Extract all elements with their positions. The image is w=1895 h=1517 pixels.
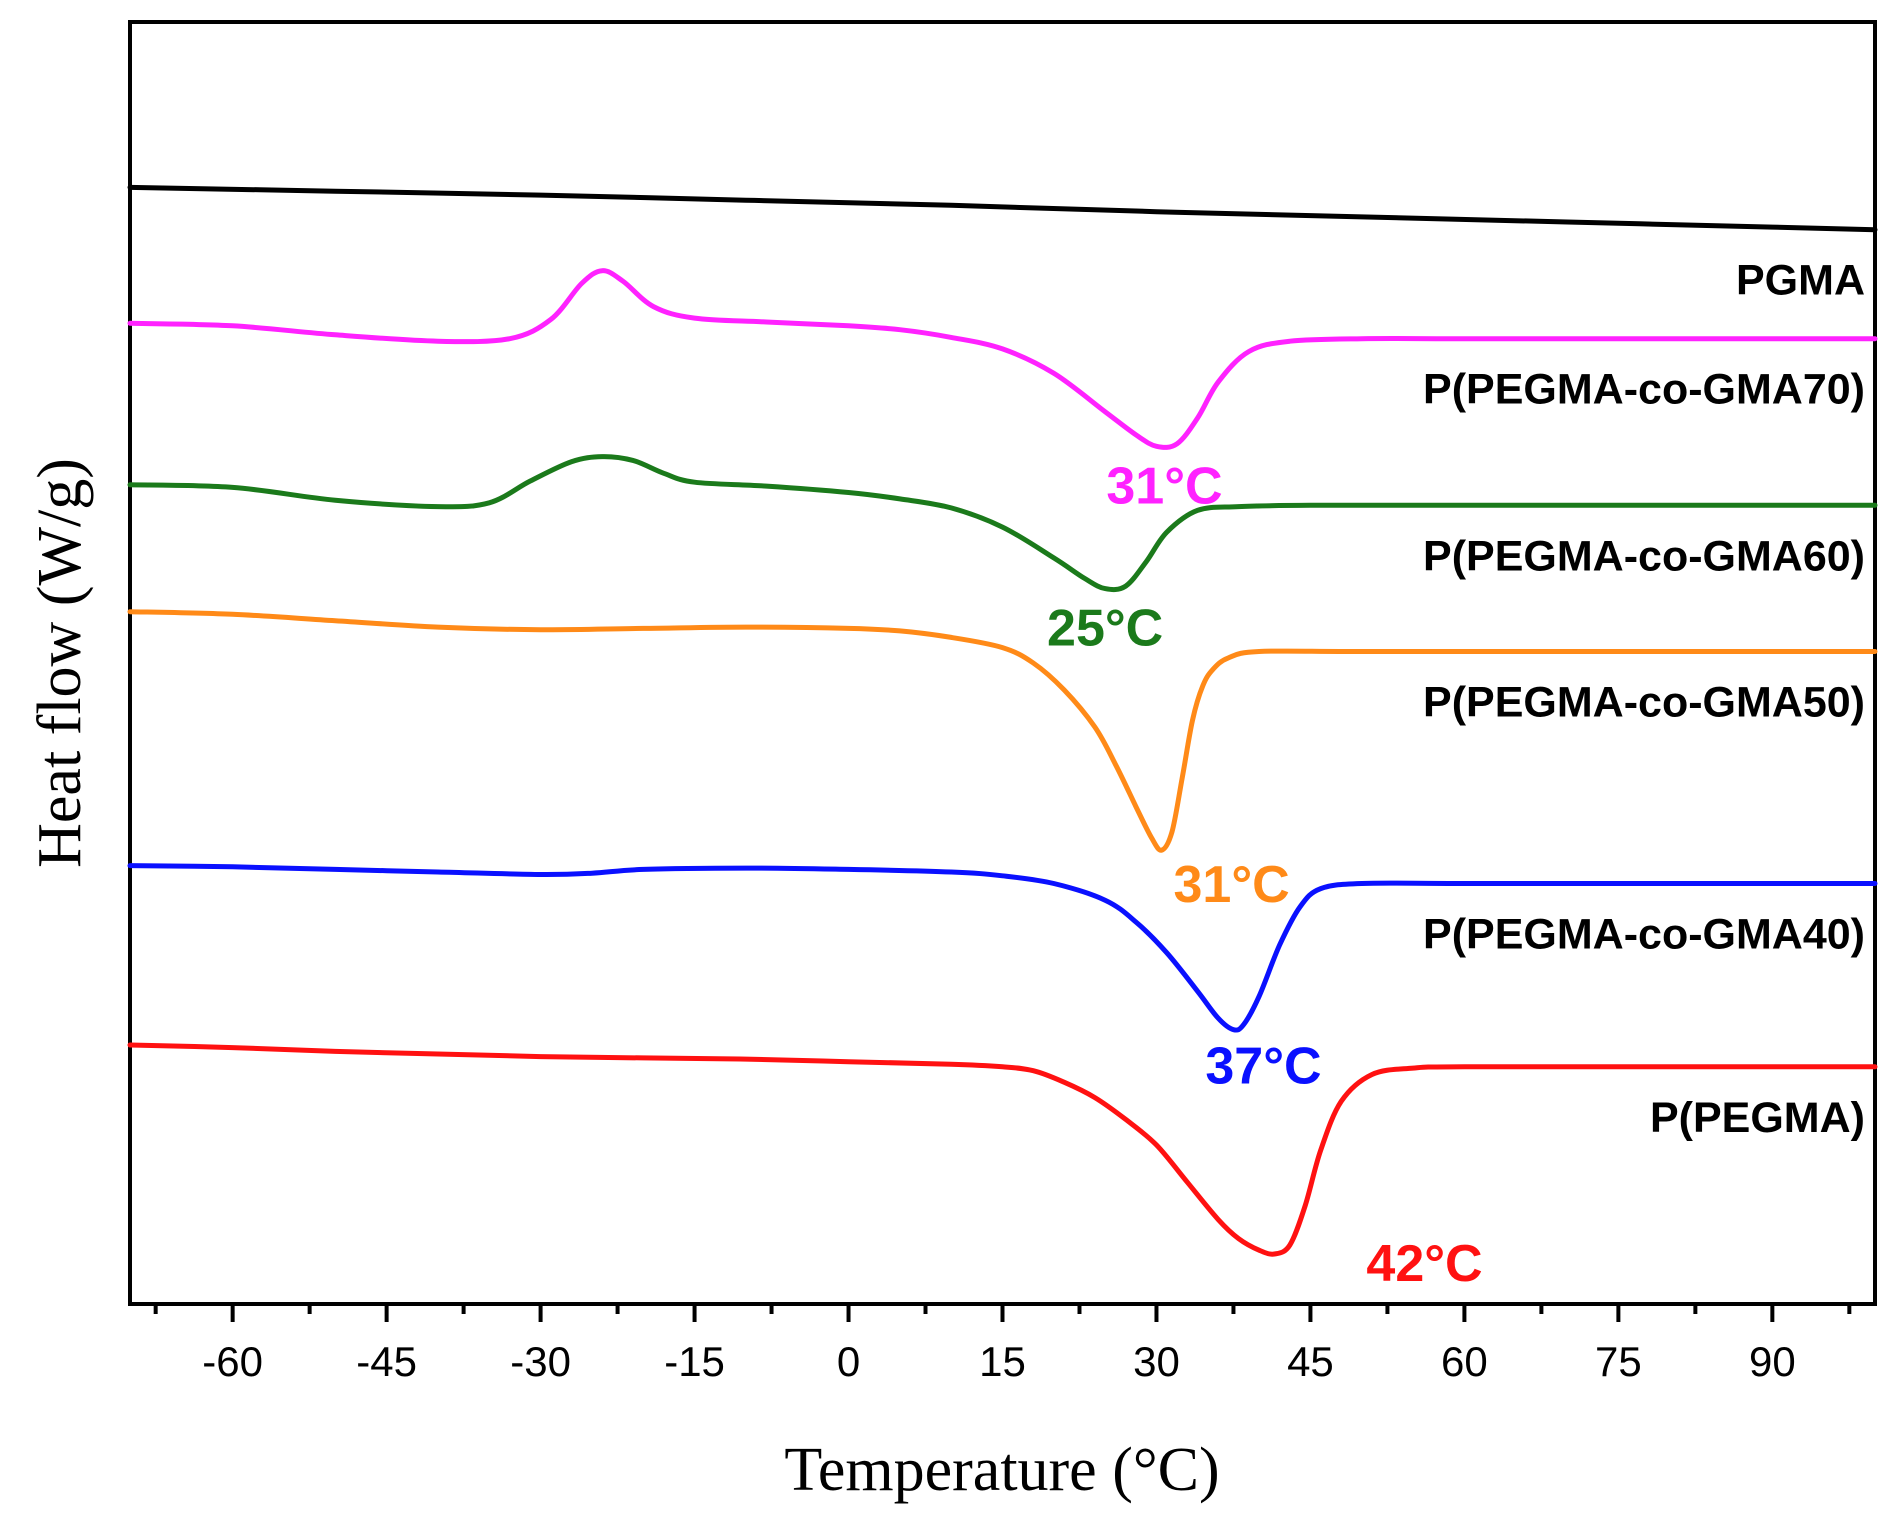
x-tick-label: -45	[356, 1338, 417, 1385]
series-line-p-pegma-co-gma50	[127, 609, 1878, 853]
series-name-label: P(PEGMA)	[1650, 1094, 1865, 1142]
peak-temperature-label: 31°C	[1174, 856, 1290, 914]
series-name-label: P(PEGMA-co-GMA40)	[1423, 911, 1865, 959]
peak-temperature-label: 37°C	[1205, 1038, 1321, 1096]
x-axis-tick-labels: -60 -45 -30 -15 0 15 30 45 60 75 90	[202, 1338, 1795, 1385]
x-tick-label: 30	[1133, 1338, 1180, 1385]
series-line-p-pegma-co-gma70	[127, 268, 1878, 450]
series-line-p-pegma	[127, 1042, 1878, 1257]
x-tick-label: 0	[837, 1338, 860, 1385]
series-line-p-pegma-co-gma40	[127, 863, 1878, 1033]
x-tick-label: 15	[979, 1338, 1026, 1385]
series-line-pgma	[127, 184, 1878, 233]
y-axis-title: Heat flow (W/g)	[26, 458, 94, 868]
x-tick-label: 60	[1441, 1338, 1488, 1385]
peak-temperature-label: 25°C	[1047, 600, 1163, 658]
x-tick-label: -60	[202, 1338, 263, 1385]
series-name-label: P(PEGMA-co-GMA60)	[1423, 532, 1865, 580]
x-tick-label: 90	[1749, 1338, 1796, 1385]
peak-temperature-label: 31°C	[1106, 457, 1222, 515]
series-name-label: P(PEGMA-co-GMA50)	[1423, 678, 1865, 726]
peak-temperature-label: 42°C	[1366, 1235, 1482, 1293]
x-axis-title: Temperature (°C)	[784, 1436, 1219, 1504]
series-curves	[127, 184, 1878, 1257]
x-axis-ticks	[153, 1304, 1852, 1322]
series-name-label: PGMA	[1736, 257, 1865, 305]
plot-frame	[128, 20, 1877, 1306]
x-tick-label: -15	[664, 1338, 725, 1385]
series-line-p-pegma-co-gma60	[127, 454, 1878, 593]
x-tick-label: -30	[510, 1338, 571, 1385]
series-labels: PGMA P(PEGMA-co-GMA70) 31°C P(PEGMA-co-GMA6…	[1047, 257, 1865, 1293]
x-tick-label: 45	[1287, 1338, 1334, 1385]
series-name-label: P(PEGMA-co-GMA70)	[1423, 366, 1865, 414]
x-tick-label: 75	[1595, 1338, 1642, 1385]
